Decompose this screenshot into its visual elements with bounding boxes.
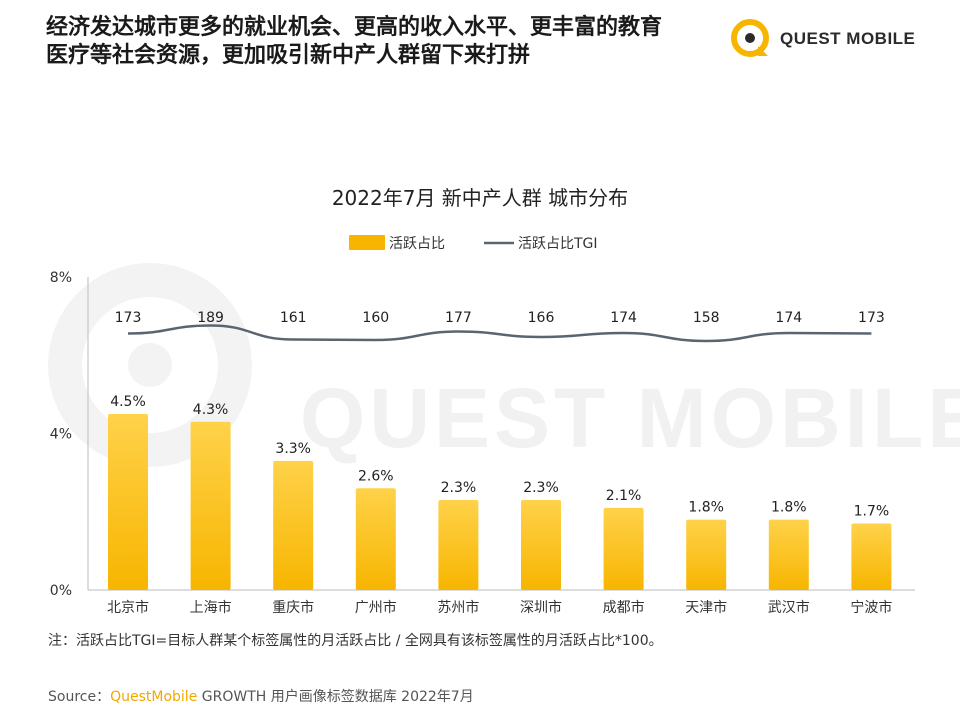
tgi-value-label: 166 <box>528 310 555 326</box>
bar <box>108 413 148 590</box>
tgi-line <box>127 324 872 343</box>
headline-line-2: 医疗等社会资源，更加吸引新中产人群留下来打拼 <box>46 43 531 68</box>
tgi-value-label: 189 <box>197 310 224 326</box>
y-tick-label: 0% <box>50 583 72 599</box>
questmobile-logo: QUEST MOBILE <box>728 16 928 60</box>
source-line: Source：QuestMobile GROWTH 用户画像标签数据库 2022… <box>48 686 474 706</box>
bar <box>521 500 561 590</box>
bar-value-label: 2.3% <box>523 480 559 496</box>
x-category-label: 成都市 <box>603 599 645 616</box>
headline-line-1: 经济发达城市更多的就业机会、更高的收入水平、更丰富的教育 <box>46 15 663 40</box>
bar <box>273 460 314 590</box>
tgi-value-label: 158 <box>693 310 720 326</box>
bar-value-label: 1.8% <box>688 500 724 516</box>
bar-value-label: 4.5% <box>110 394 146 410</box>
source-rest: GROWTH 用户画像标签数据库 2022年7月 <box>197 689 474 705</box>
bar <box>768 519 809 590</box>
tgi-value-label: 160 <box>362 310 389 326</box>
bar <box>355 488 396 590</box>
bar <box>190 421 231 590</box>
tgi-value-label: 177 <box>445 310 472 326</box>
logo-text: QUEST MOBILE <box>780 29 916 48</box>
y-tick-label: 8% <box>50 270 72 286</box>
x-category-label: 天津市 <box>685 599 727 616</box>
footnote: 注：活跃占比TGI=目标人群某个标签属性的月活跃占比 / 全网具有该标签属性的月… <box>48 633 663 649</box>
bar-value-label: 2.3% <box>441 480 477 496</box>
x-category-label: 重庆市 <box>272 599 314 616</box>
bar-value-label: 2.6% <box>358 468 394 484</box>
tgi-value-label: 173 <box>858 310 885 326</box>
tgi-value-label: 173 <box>115 310 142 326</box>
x-category-label: 宁波市 <box>850 599 892 616</box>
legend-line-label: 活跃占比TGI <box>518 236 598 252</box>
bar-value-label: 3.3% <box>275 441 311 457</box>
x-category-label: 苏州市 <box>437 599 479 616</box>
tgi-value-label: 161 <box>280 310 307 326</box>
source-brand: QuestMobile <box>110 689 198 705</box>
legend-bar-swatch <box>349 235 385 250</box>
bar-value-label: 2.1% <box>606 488 642 504</box>
y-tick-label: 4% <box>50 427 72 443</box>
x-category-label: 上海市 <box>190 599 232 616</box>
bar <box>438 500 479 590</box>
bar <box>686 519 727 590</box>
bar-value-label: 4.3% <box>193 402 229 418</box>
x-category-label: 北京市 <box>107 599 149 616</box>
chart-title: 2022年7月 新中产人群 城市分布 <box>332 186 628 210</box>
legend-bar-label: 活跃占比 <box>389 236 445 252</box>
headline: 经济发达城市更多的就业机会、更高的收入水平、更丰富的教育 医疗等社会资源，更加吸… <box>46 14 736 70</box>
tgi-value-label: 174 <box>775 310 802 326</box>
x-category-label: 深圳市 <box>520 599 562 616</box>
source-prefix: Source： <box>48 689 111 705</box>
questmobile-logo-icon <box>731 19 769 57</box>
tgi-value-label: 174 <box>610 310 637 326</box>
x-category-label: 广州市 <box>355 599 397 616</box>
x-category-label: 武汉市 <box>768 599 810 616</box>
bar-value-label: 1.7% <box>854 503 890 519</box>
bar <box>603 507 644 590</box>
bar <box>851 523 892 590</box>
bar-value-label: 1.8% <box>771 500 807 516</box>
